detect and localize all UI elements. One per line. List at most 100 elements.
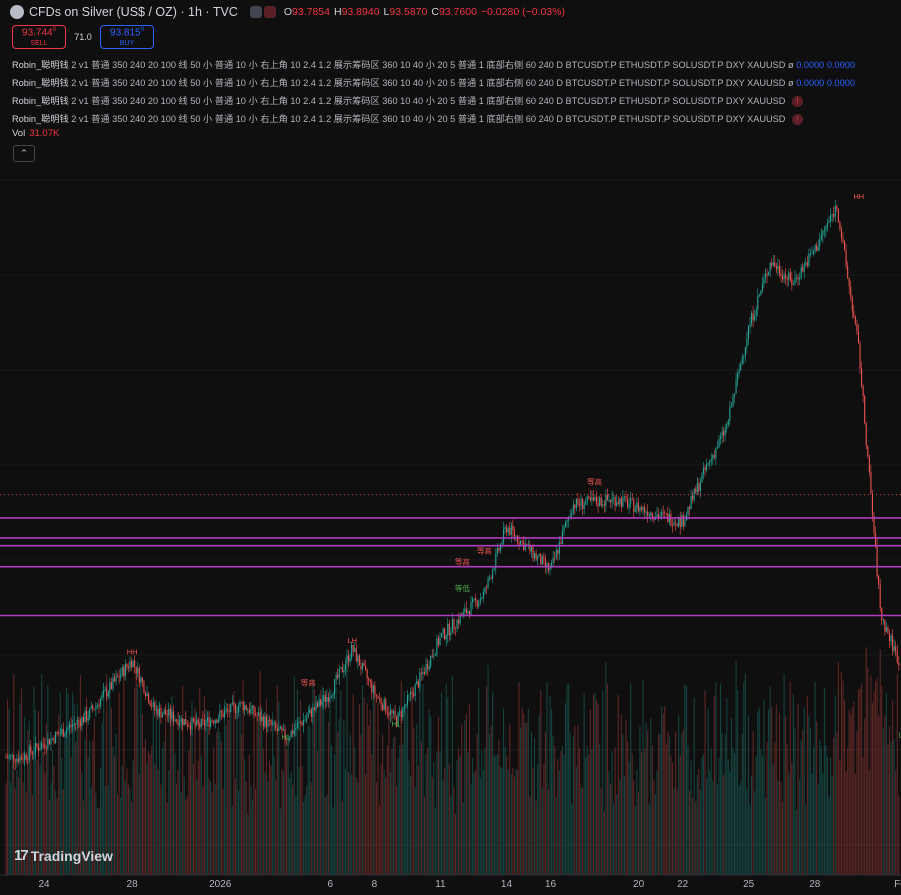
candle bbox=[267, 719, 269, 728]
candle bbox=[504, 527, 506, 530]
indicator-legend-row[interactable]: Robin_聪明钱 2 v1 普通 350 240 20 100 线 50 小 … bbox=[12, 111, 803, 125]
candle bbox=[856, 323, 858, 332]
volume-bar bbox=[558, 770, 560, 875]
indicator-legend-row[interactable]: Robin_聪明钱 2 v1 普通 350 240 20 100 线 50 小 … bbox=[12, 57, 855, 71]
candle bbox=[758, 294, 760, 296]
volume-bar bbox=[439, 751, 441, 875]
volume-bar bbox=[453, 786, 455, 875]
volume-bar bbox=[391, 748, 393, 875]
candle bbox=[76, 720, 78, 724]
candle bbox=[310, 709, 312, 717]
candle bbox=[724, 428, 726, 436]
sell-button[interactable]: 93.7440 SELL bbox=[12, 25, 66, 49]
candle bbox=[623, 496, 625, 498]
candle bbox=[803, 264, 805, 272]
volume-bar bbox=[400, 680, 402, 875]
volume-bar bbox=[417, 765, 419, 875]
candle bbox=[104, 689, 106, 691]
candle bbox=[845, 250, 847, 266]
volume-legend[interactable]: Vol 31.07K bbox=[12, 128, 59, 139]
indicator-separator: ø bbox=[788, 60, 794, 70]
candle bbox=[836, 205, 838, 209]
volume-bar bbox=[14, 788, 16, 875]
candle bbox=[760, 290, 762, 295]
volume-bar bbox=[180, 792, 182, 875]
indicator-warning-icon[interactable]: ! bbox=[792, 114, 803, 125]
candle bbox=[662, 511, 664, 513]
candle bbox=[304, 719, 306, 721]
candle bbox=[5, 757, 7, 759]
candle bbox=[282, 729, 284, 731]
candle bbox=[631, 498, 633, 500]
candle bbox=[213, 721, 215, 724]
indicator-legend-row[interactable]: Robin_聪明钱 2 v1 普通 350 240 20 100 线 50 小 … bbox=[12, 93, 803, 107]
volume-bar bbox=[160, 784, 162, 875]
candle bbox=[565, 521, 567, 528]
volume-bar bbox=[577, 725, 579, 875]
buy-price: 93.815 bbox=[110, 27, 141, 39]
volume-bar bbox=[445, 683, 447, 875]
volume-bar bbox=[289, 778, 291, 875]
volume-bar bbox=[273, 756, 275, 875]
candle bbox=[896, 650, 898, 663]
candle bbox=[425, 663, 427, 674]
ohlc-key: O bbox=[283, 6, 293, 18]
volume-bar bbox=[276, 685, 278, 875]
candle bbox=[482, 592, 484, 599]
volume-bar bbox=[158, 701, 160, 875]
indicator-warning-icon[interactable]: ! bbox=[792, 96, 803, 107]
candle bbox=[826, 222, 829, 227]
volume-bar bbox=[447, 697, 449, 875]
volume-bar bbox=[830, 757, 832, 875]
candle bbox=[279, 726, 281, 729]
candle bbox=[795, 277, 798, 278]
volume-bar bbox=[833, 737, 835, 875]
volume-bar bbox=[42, 752, 44, 875]
volume-bar bbox=[537, 763, 539, 875]
candle bbox=[551, 562, 553, 569]
candle bbox=[747, 326, 749, 339]
volume-bar bbox=[258, 713, 260, 875]
market-status-pill[interactable] bbox=[249, 6, 276, 18]
volume-bar bbox=[743, 682, 745, 875]
candle bbox=[75, 723, 77, 725]
volume-bar bbox=[100, 768, 102, 875]
candle bbox=[174, 719, 176, 722]
volume-bar bbox=[540, 690, 542, 875]
pattern-label: LL bbox=[899, 730, 901, 739]
candle bbox=[318, 699, 320, 707]
candle bbox=[687, 506, 689, 515]
volume-bar bbox=[154, 763, 156, 875]
candle bbox=[241, 702, 243, 703]
indicator-legend-row[interactable]: Robin_聪明钱 2 v1 普通 350 240 20 100 线 50 小 … bbox=[12, 75, 855, 89]
buy-button[interactable]: 93.8150 BUY bbox=[100, 25, 154, 49]
volume-bar bbox=[33, 686, 35, 875]
volume-bar bbox=[698, 768, 700, 875]
volume-bar bbox=[518, 682, 520, 875]
candle bbox=[699, 482, 701, 492]
chevron-up-icon[interactable]: ⌃ bbox=[13, 145, 35, 162]
volume-bar bbox=[583, 692, 585, 875]
candle bbox=[757, 295, 759, 310]
candle bbox=[47, 738, 49, 749]
volume-bar bbox=[255, 788, 257, 875]
volume-bar bbox=[544, 731, 546, 875]
candle bbox=[844, 240, 846, 251]
candle bbox=[93, 709, 95, 711]
pattern-label: HH bbox=[127, 647, 138, 656]
candle bbox=[541, 556, 543, 565]
candle bbox=[28, 746, 30, 760]
volume-bar bbox=[682, 729, 684, 875]
candle bbox=[509, 528, 511, 535]
candle bbox=[800, 267, 802, 279]
candle bbox=[405, 704, 407, 706]
symbol-title[interactable]: CFDs on Silver (US$ / OZ) · 1h · TVC bbox=[29, 5, 238, 19]
volume-bar bbox=[120, 797, 122, 875]
candle bbox=[678, 516, 680, 526]
candle bbox=[847, 265, 849, 279]
candle bbox=[25, 754, 27, 760]
volume-bar bbox=[640, 752, 643, 875]
volume-bar bbox=[101, 723, 103, 875]
volume-bar bbox=[695, 801, 697, 875]
